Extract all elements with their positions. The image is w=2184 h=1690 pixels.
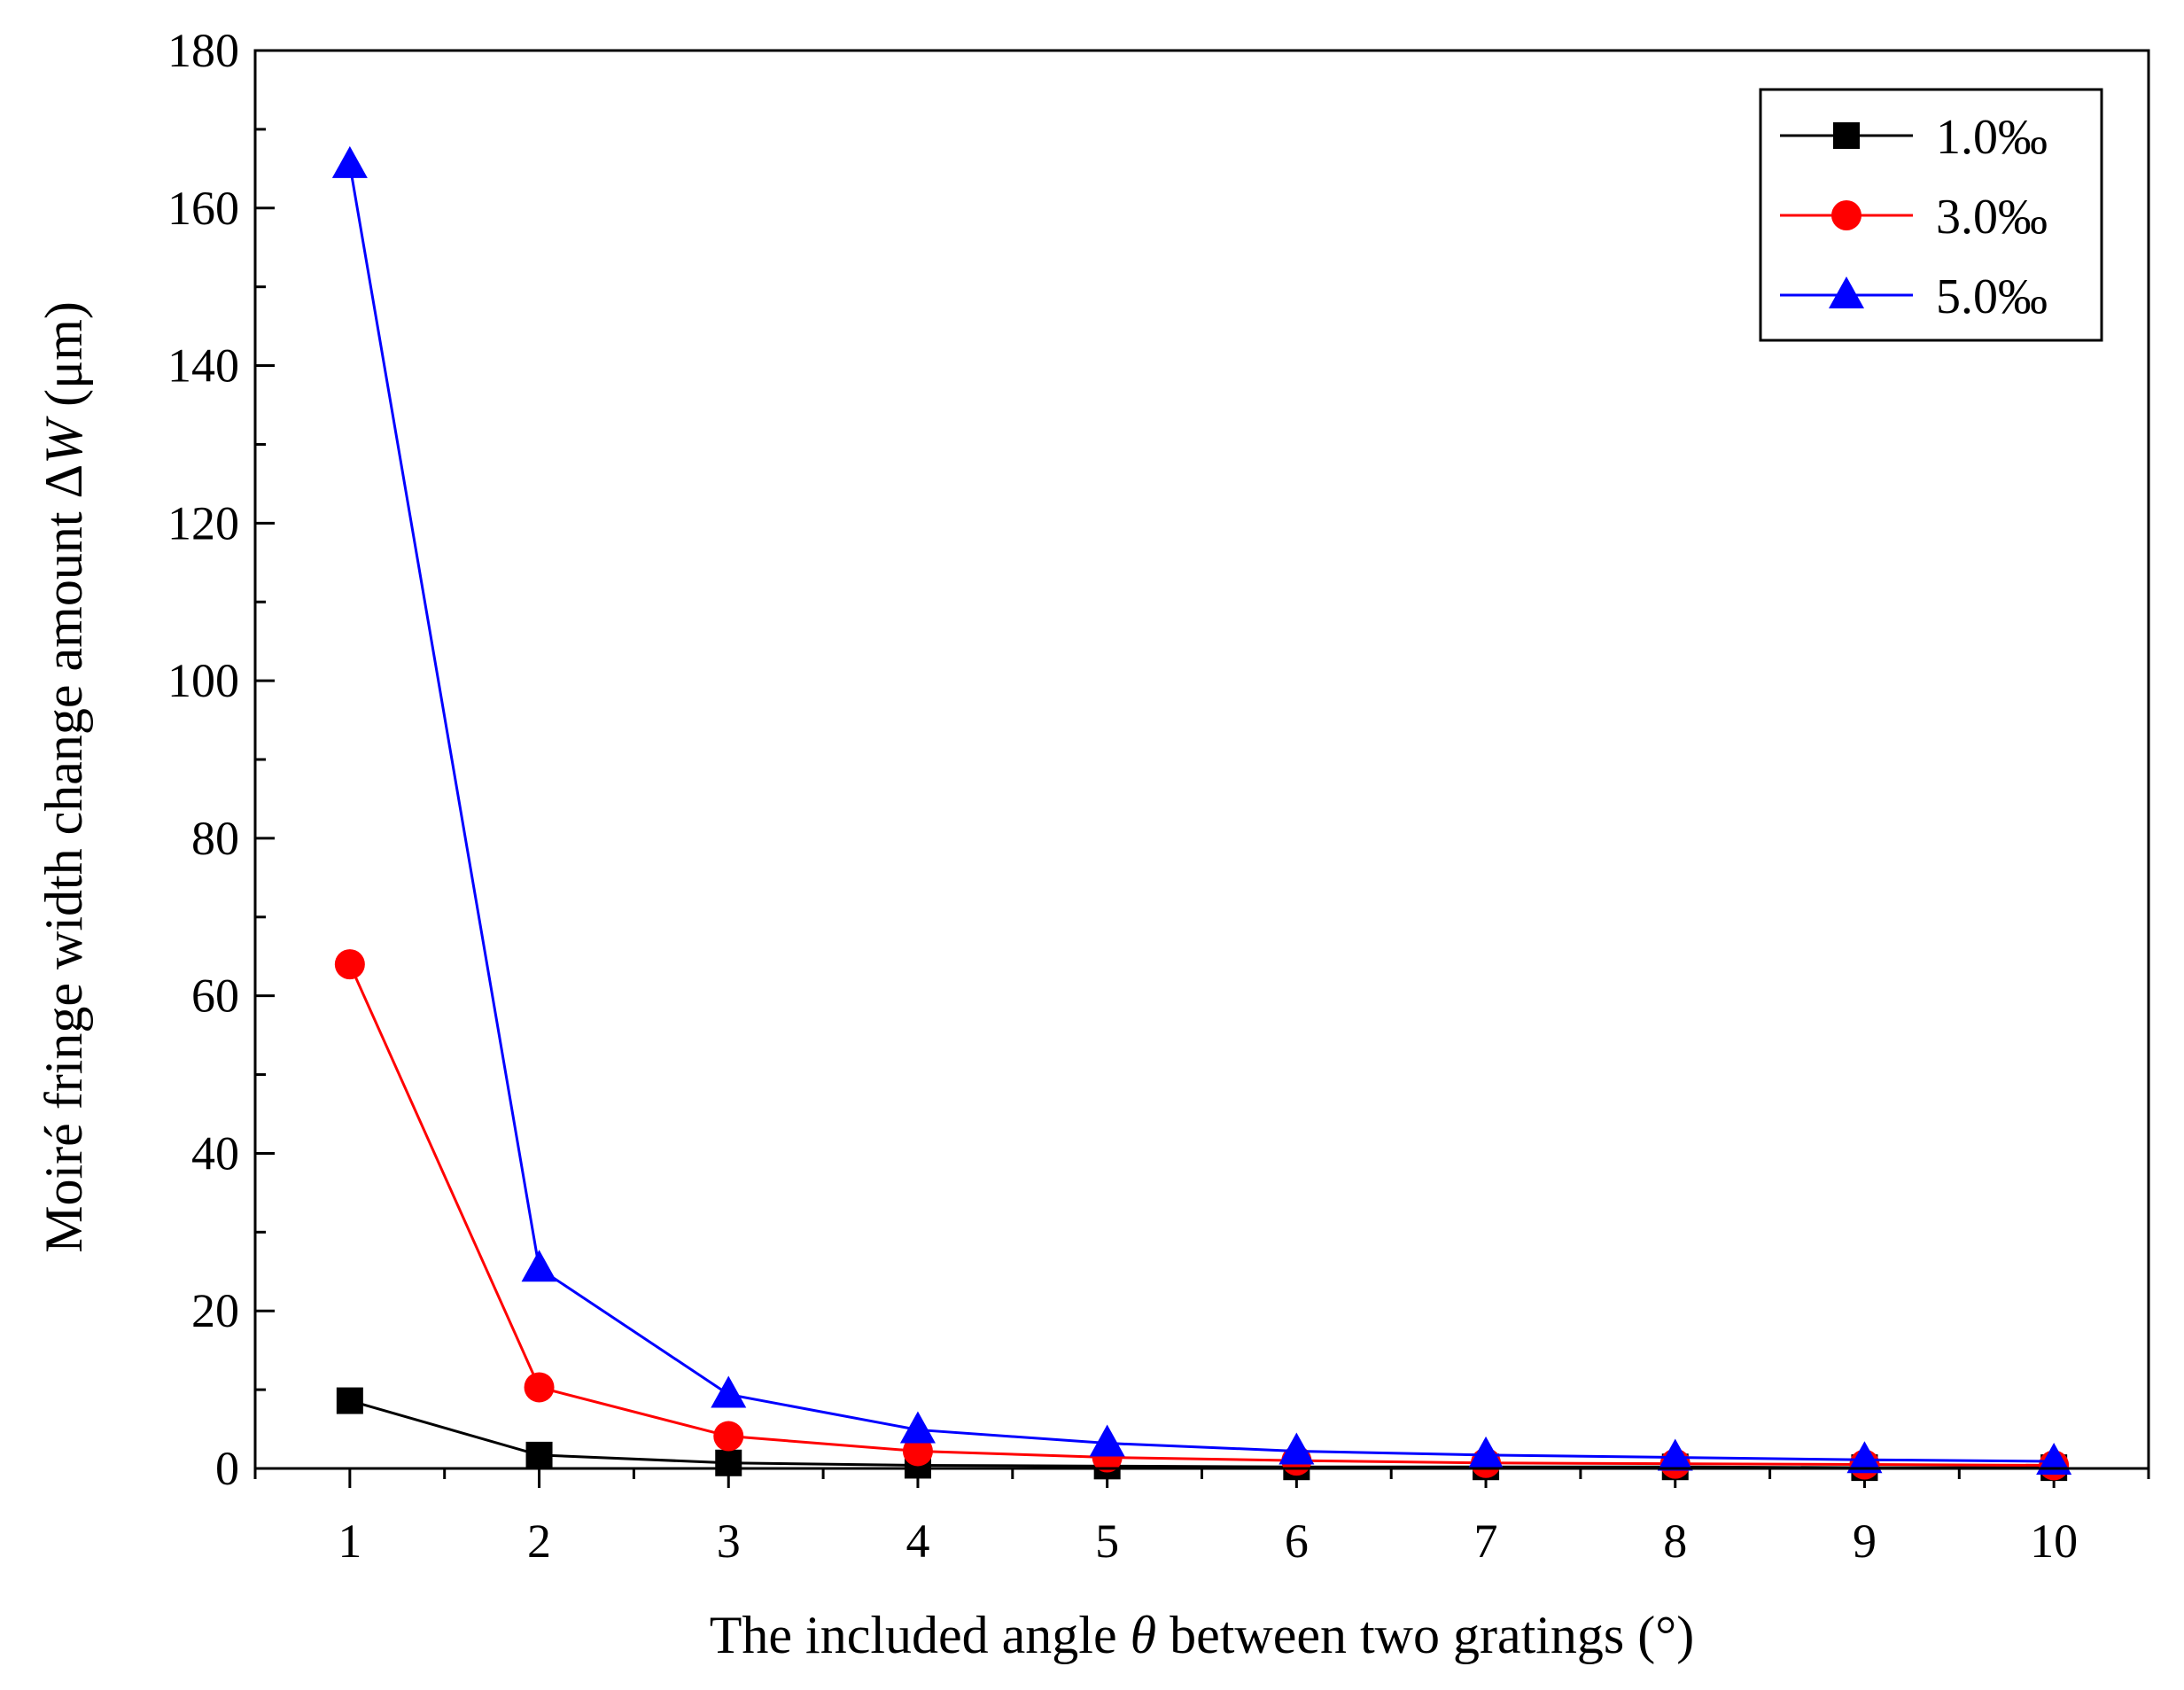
y-axis-title-symbol: W — [35, 416, 93, 464]
y-tick-label: 60 — [191, 970, 239, 1023]
x-axis-title-part-1: The included angle — [710, 1606, 1131, 1664]
legend-label-2: 3.0‰ — [1936, 190, 2048, 245]
legend-label-3: 5.0‰ — [1936, 269, 2048, 324]
y-axis-title: Moiré fringe width change amount ΔW (μm) — [35, 301, 93, 1253]
data-point-series-1 — [525, 1441, 553, 1468]
legend: 1.0‰ 3.0‰ 5.0‰ — [1759, 88, 2103, 342]
x-tick-label: 2 — [527, 1515, 551, 1568]
legend-marker-2 — [1831, 200, 1861, 230]
x-tick-label: 4 — [905, 1515, 929, 1568]
data-point-series-3 — [331, 145, 368, 178]
y-tick-label: 0 — [215, 1442, 239, 1495]
axes-ticks: 0 20 40 60 80 100 120 140 160 180 1 2 3 4 5 6 7 8 9 10 — [167, 24, 2150, 1568]
series-layer — [331, 145, 2072, 1482]
data-point-series-3 — [1468, 1436, 1504, 1468]
data-point-series-3 — [711, 1375, 747, 1408]
x-tick-label: 6 — [1285, 1515, 1309, 1568]
y-axis-title-part-1: Moiré fringe width change amount Δ — [35, 464, 93, 1253]
x-axis-title-symbol: θ — [1131, 1606, 1156, 1664]
y-tick-label: 100 — [167, 654, 239, 707]
x-axis-title-part-2: between two gratings (°) — [1156, 1606, 1694, 1664]
series-line-2 — [348, 963, 2055, 1467]
data-point-series-2 — [902, 1436, 933, 1467]
series-line-3 — [348, 164, 2055, 1463]
y-axis-title-part-2: (μm) — [35, 301, 93, 420]
y-tick-label: 120 — [167, 496, 239, 549]
x-tick-label: 5 — [1095, 1515, 1119, 1568]
x-tick-label: 9 — [1853, 1515, 1877, 1568]
data-point-series-3 — [1657, 1438, 1693, 1471]
data-point-series-3 — [1089, 1424, 1125, 1457]
data-point-series-2 — [334, 949, 365, 980]
legend-marker-3 — [1829, 276, 1864, 308]
y-tick-label: 160 — [167, 182, 239, 235]
legend-marker-1 — [1833, 122, 1860, 149]
data-point-series-3 — [1846, 1441, 1883, 1474]
x-axis-title: The included angle θ between two grating… — [710, 1606, 1694, 1664]
y-tick-label: 140 — [167, 339, 239, 393]
data-point-series-3 — [1279, 1432, 1315, 1465]
data-point-series-1 — [715, 1449, 742, 1476]
legend-label-1: 1.0‰ — [1936, 110, 2048, 165]
data-point-series-3 — [521, 1250, 557, 1282]
x-tick-label: 10 — [2030, 1515, 2078, 1568]
x-tick-label: 3 — [717, 1515, 741, 1568]
data-point-series-2 — [524, 1372, 555, 1403]
y-tick-label: 80 — [191, 812, 239, 865]
series-line-1 — [349, 1399, 2055, 1469]
y-tick-label: 20 — [191, 1284, 239, 1337]
x-tick-label: 8 — [1663, 1515, 1687, 1568]
x-tick-label: 7 — [1474, 1515, 1498, 1568]
y-tick-label: 180 — [167, 24, 239, 77]
plot-frame — [253, 49, 2150, 1470]
data-point-series-1 — [336, 1387, 363, 1414]
data-point-series-3 — [2036, 1443, 2072, 1475]
data-point-series-2 — [713, 1421, 744, 1452]
y-tick-label: 40 — [191, 1126, 239, 1180]
data-point-series-3 — [899, 1411, 936, 1444]
x-tick-label: 1 — [338, 1515, 361, 1568]
